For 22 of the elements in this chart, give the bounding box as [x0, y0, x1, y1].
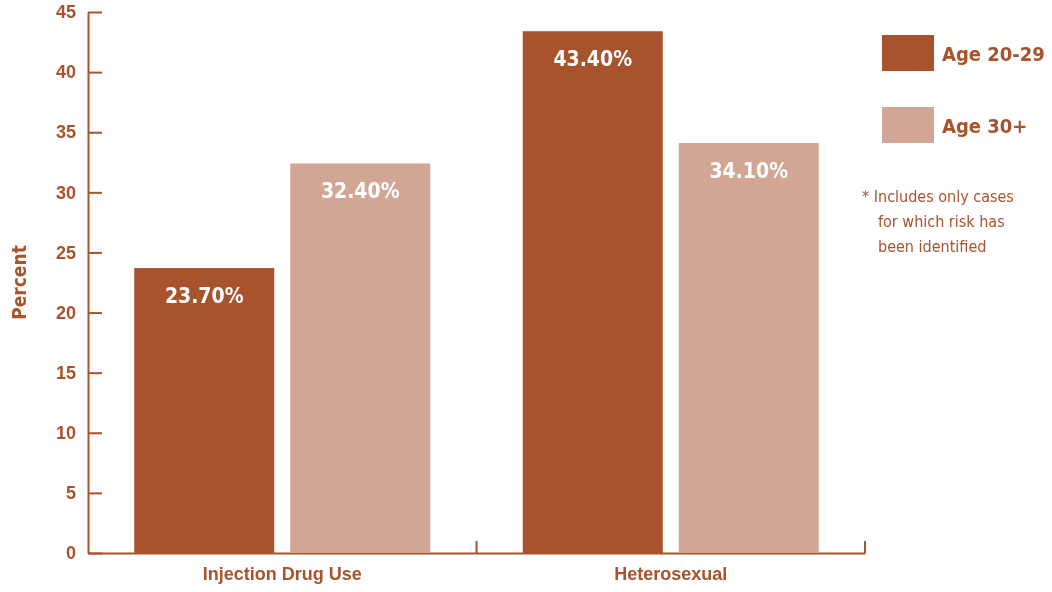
y-tick-label: 30	[55, 182, 76, 203]
annotation: * Includes only cases for which risk has been identified	[862, 187, 1014, 256]
y-tick-label: 10	[55, 423, 76, 444]
y-tick-label: 25	[55, 242, 76, 263]
y-tick-label: 5	[65, 483, 76, 504]
x-tick-label: Heterosexual	[614, 564, 728, 584]
y-tick-label: 20	[55, 302, 76, 323]
legend-label: Age 20-29	[942, 42, 1045, 66]
data-label: 34.10%	[709, 159, 789, 184]
y-tick-label: 45	[55, 2, 76, 23]
legend-label: Age 30+	[942, 114, 1028, 138]
y-tick-label: 40	[55, 62, 76, 83]
data-label: 23.70%	[164, 284, 244, 309]
x-tick-label: Injection Drug Use	[202, 564, 362, 584]
data-label: 43.40%	[553, 47, 633, 72]
bar	[290, 163, 431, 553]
y-tick-label: 0	[65, 543, 76, 564]
y-axis-title: Percent	[8, 245, 30, 320]
bar	[678, 143, 819, 553]
data-label: 32.40%	[320, 179, 400, 204]
y-tick-label: 35	[55, 122, 76, 143]
y-tick-label: 15	[55, 362, 76, 383]
